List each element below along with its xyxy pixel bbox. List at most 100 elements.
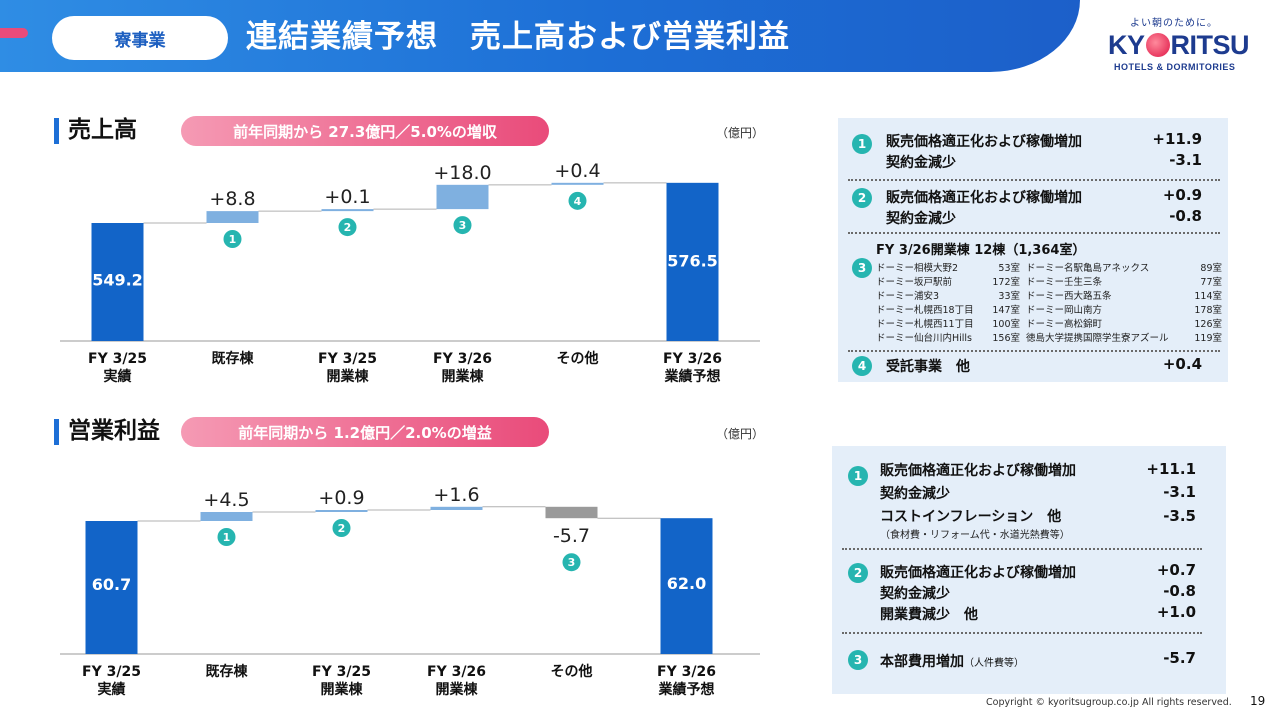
logo-wordmark: KY RITSU — [1108, 30, 1250, 60]
dorm-name: ドーミー壬生三条 — [1026, 277, 1103, 288]
profit-heading: 営業利益 — [68, 418, 160, 444]
profit-item-1-note: （食材費・リフォーム代・水道光熱費等） — [880, 530, 1070, 541]
dorm-name: ドーミー岡山南方 — [1026, 305, 1103, 316]
delta-bar — [545, 506, 598, 519]
dorm-name: ドーミー坂戸駅前 — [876, 277, 953, 288]
dorm-rooms: 53室 — [998, 263, 1020, 274]
dorm-name: ドーミー西大路五条 — [1026, 291, 1112, 302]
data-label: 62.0 — [667, 574, 706, 593]
divider — [842, 548, 1202, 550]
total-bar — [666, 182, 719, 341]
sales-item-2-value-2: -0.8 — [1169, 207, 1202, 225]
dorm-name: 徳島大学提携国際学生寮アズール — [1026, 333, 1169, 344]
logo-tagline: よい朝のために。 — [1130, 18, 1218, 29]
sales-item-1-line-1: 販売価格適正化および稼働増加 — [886, 134, 1082, 150]
dorm-name: ドーミー浦安3 — [876, 291, 940, 302]
category-label: FY 3/25 — [82, 664, 141, 680]
category-label: FY 3/26 — [657, 664, 716, 680]
category-label: 開業棟 — [327, 368, 370, 385]
category-label: FY 3/26 — [663, 351, 722, 367]
badge-circle — [562, 553, 581, 572]
badge-circle — [332, 519, 351, 537]
sales-summary-pill: 前年同期から 27.3億円／5.0%の増収 — [181, 116, 549, 146]
divider — [842, 632, 1202, 634]
category-label: FY 3/25 — [88, 351, 147, 367]
dorm-rooms: 172室 — [992, 277, 1020, 288]
data-label: -5.7 — [553, 525, 590, 547]
total-bar — [91, 223, 144, 341]
dorm-rooms: 33室 — [998, 291, 1020, 302]
dorm-rooms: 100室 — [992, 319, 1020, 330]
profit-item-2-line-3: 開業費減少 他 — [880, 607, 978, 623]
total-bar — [660, 518, 713, 654]
badge-2: 2 — [848, 563, 868, 583]
profit-item-1-value-3: -3.5 — [1163, 507, 1196, 525]
sales-item-2-line-1: 販売価格適正化および稼働増加 — [886, 190, 1082, 206]
badge-3: 3 — [852, 258, 872, 278]
divider — [848, 350, 1220, 352]
divider — [848, 179, 1220, 181]
category-label: 業績予想 — [658, 681, 715, 698]
profit-item-2-value-1: +0.7 — [1156, 561, 1196, 579]
category-label: 実績 — [104, 368, 132, 385]
section-label: 寮事業 — [52, 16, 228, 60]
profit-item-1-value-2: -3.1 — [1163, 483, 1196, 501]
dorm-name: ドーミー相模大野2 — [876, 263, 959, 274]
profit-unit: （億円） — [716, 427, 765, 441]
dorm-name: ドーミー名駅亀島アネックス — [1026, 263, 1150, 274]
badge-number: 3 — [568, 556, 576, 569]
delta-bar — [321, 209, 374, 212]
total-bar — [85, 521, 138, 654]
data-label: +18.0 — [433, 162, 491, 184]
badge-circle — [453, 216, 472, 235]
dorm-rooms: 77室 — [1200, 277, 1222, 288]
sales-breakdown-panel: 1 販売価格適正化および稼働増加 +11.9 契約金減少 -3.1 2 販売価格… — [838, 118, 1228, 382]
badge-circle — [568, 191, 587, 210]
profit-heading-bar — [54, 419, 59, 445]
category-label: FY 3/26 — [427, 664, 486, 680]
delta-bar — [206, 211, 259, 223]
sales-item-1-value-2: -3.1 — [1169, 151, 1202, 169]
sales-item-4-value-1: +0.4 — [1162, 355, 1202, 373]
delta-bar — [430, 506, 483, 510]
sales-item-1-line-2: 契約金減少 — [886, 155, 956, 171]
page-title: 連結業績予想 売上高および営業利益 — [246, 19, 790, 55]
category-label: FY 3/26 — [433, 351, 492, 367]
data-label: +8.8 — [209, 188, 255, 210]
badge-circle — [217, 528, 236, 546]
dorm-rooms: 89室 — [1200, 263, 1222, 274]
copyright: Copyright © kyoritsugroup.co.jp All righ… — [986, 697, 1232, 708]
badge-4: 4 — [852, 356, 872, 376]
data-label: 549.2 — [92, 271, 143, 290]
sales-item-2-line-2: 契約金減少 — [886, 211, 956, 227]
logo-subtitle: HOTELS & DORMITORIES — [1114, 62, 1236, 72]
badge-number: 1 — [223, 531, 231, 544]
data-label: +4.5 — [203, 489, 249, 511]
dorm-rooms: 119室 — [1194, 333, 1222, 344]
profit-item-3-value-1: -5.7 — [1163, 649, 1196, 667]
data-label: +0.4 — [554, 160, 600, 182]
badge-number: 1 — [229, 233, 237, 246]
category-label: 開業棟 — [321, 681, 364, 698]
category-label: 開業棟 — [436, 681, 479, 698]
dorm-rooms: 126室 — [1194, 319, 1222, 330]
profit-item-2-line-2: 契約金減少 — [880, 586, 950, 602]
delta-bar — [551, 182, 604, 185]
sales-item-2-value-1: +0.9 — [1162, 186, 1202, 204]
badge-circle — [338, 218, 357, 237]
dorm-rooms: 147室 — [992, 305, 1020, 316]
category-label: 実績 — [98, 681, 126, 698]
badge-number: 4 — [574, 195, 582, 208]
category-label: その他 — [557, 350, 599, 367]
category-label: 開業棟 — [442, 368, 485, 385]
data-label: +0.9 — [318, 487, 364, 509]
dorm-rooms: 156室 — [992, 333, 1020, 344]
badge-1: 1 — [848, 466, 868, 486]
divider — [848, 232, 1220, 234]
page-number: 19 — [1250, 694, 1266, 708]
sales-item-3-head: FY 3/26開業棟 12棟（1,364室） — [876, 243, 1086, 258]
category-label: 業績予想 — [664, 368, 721, 385]
category-label: その他 — [551, 663, 593, 680]
